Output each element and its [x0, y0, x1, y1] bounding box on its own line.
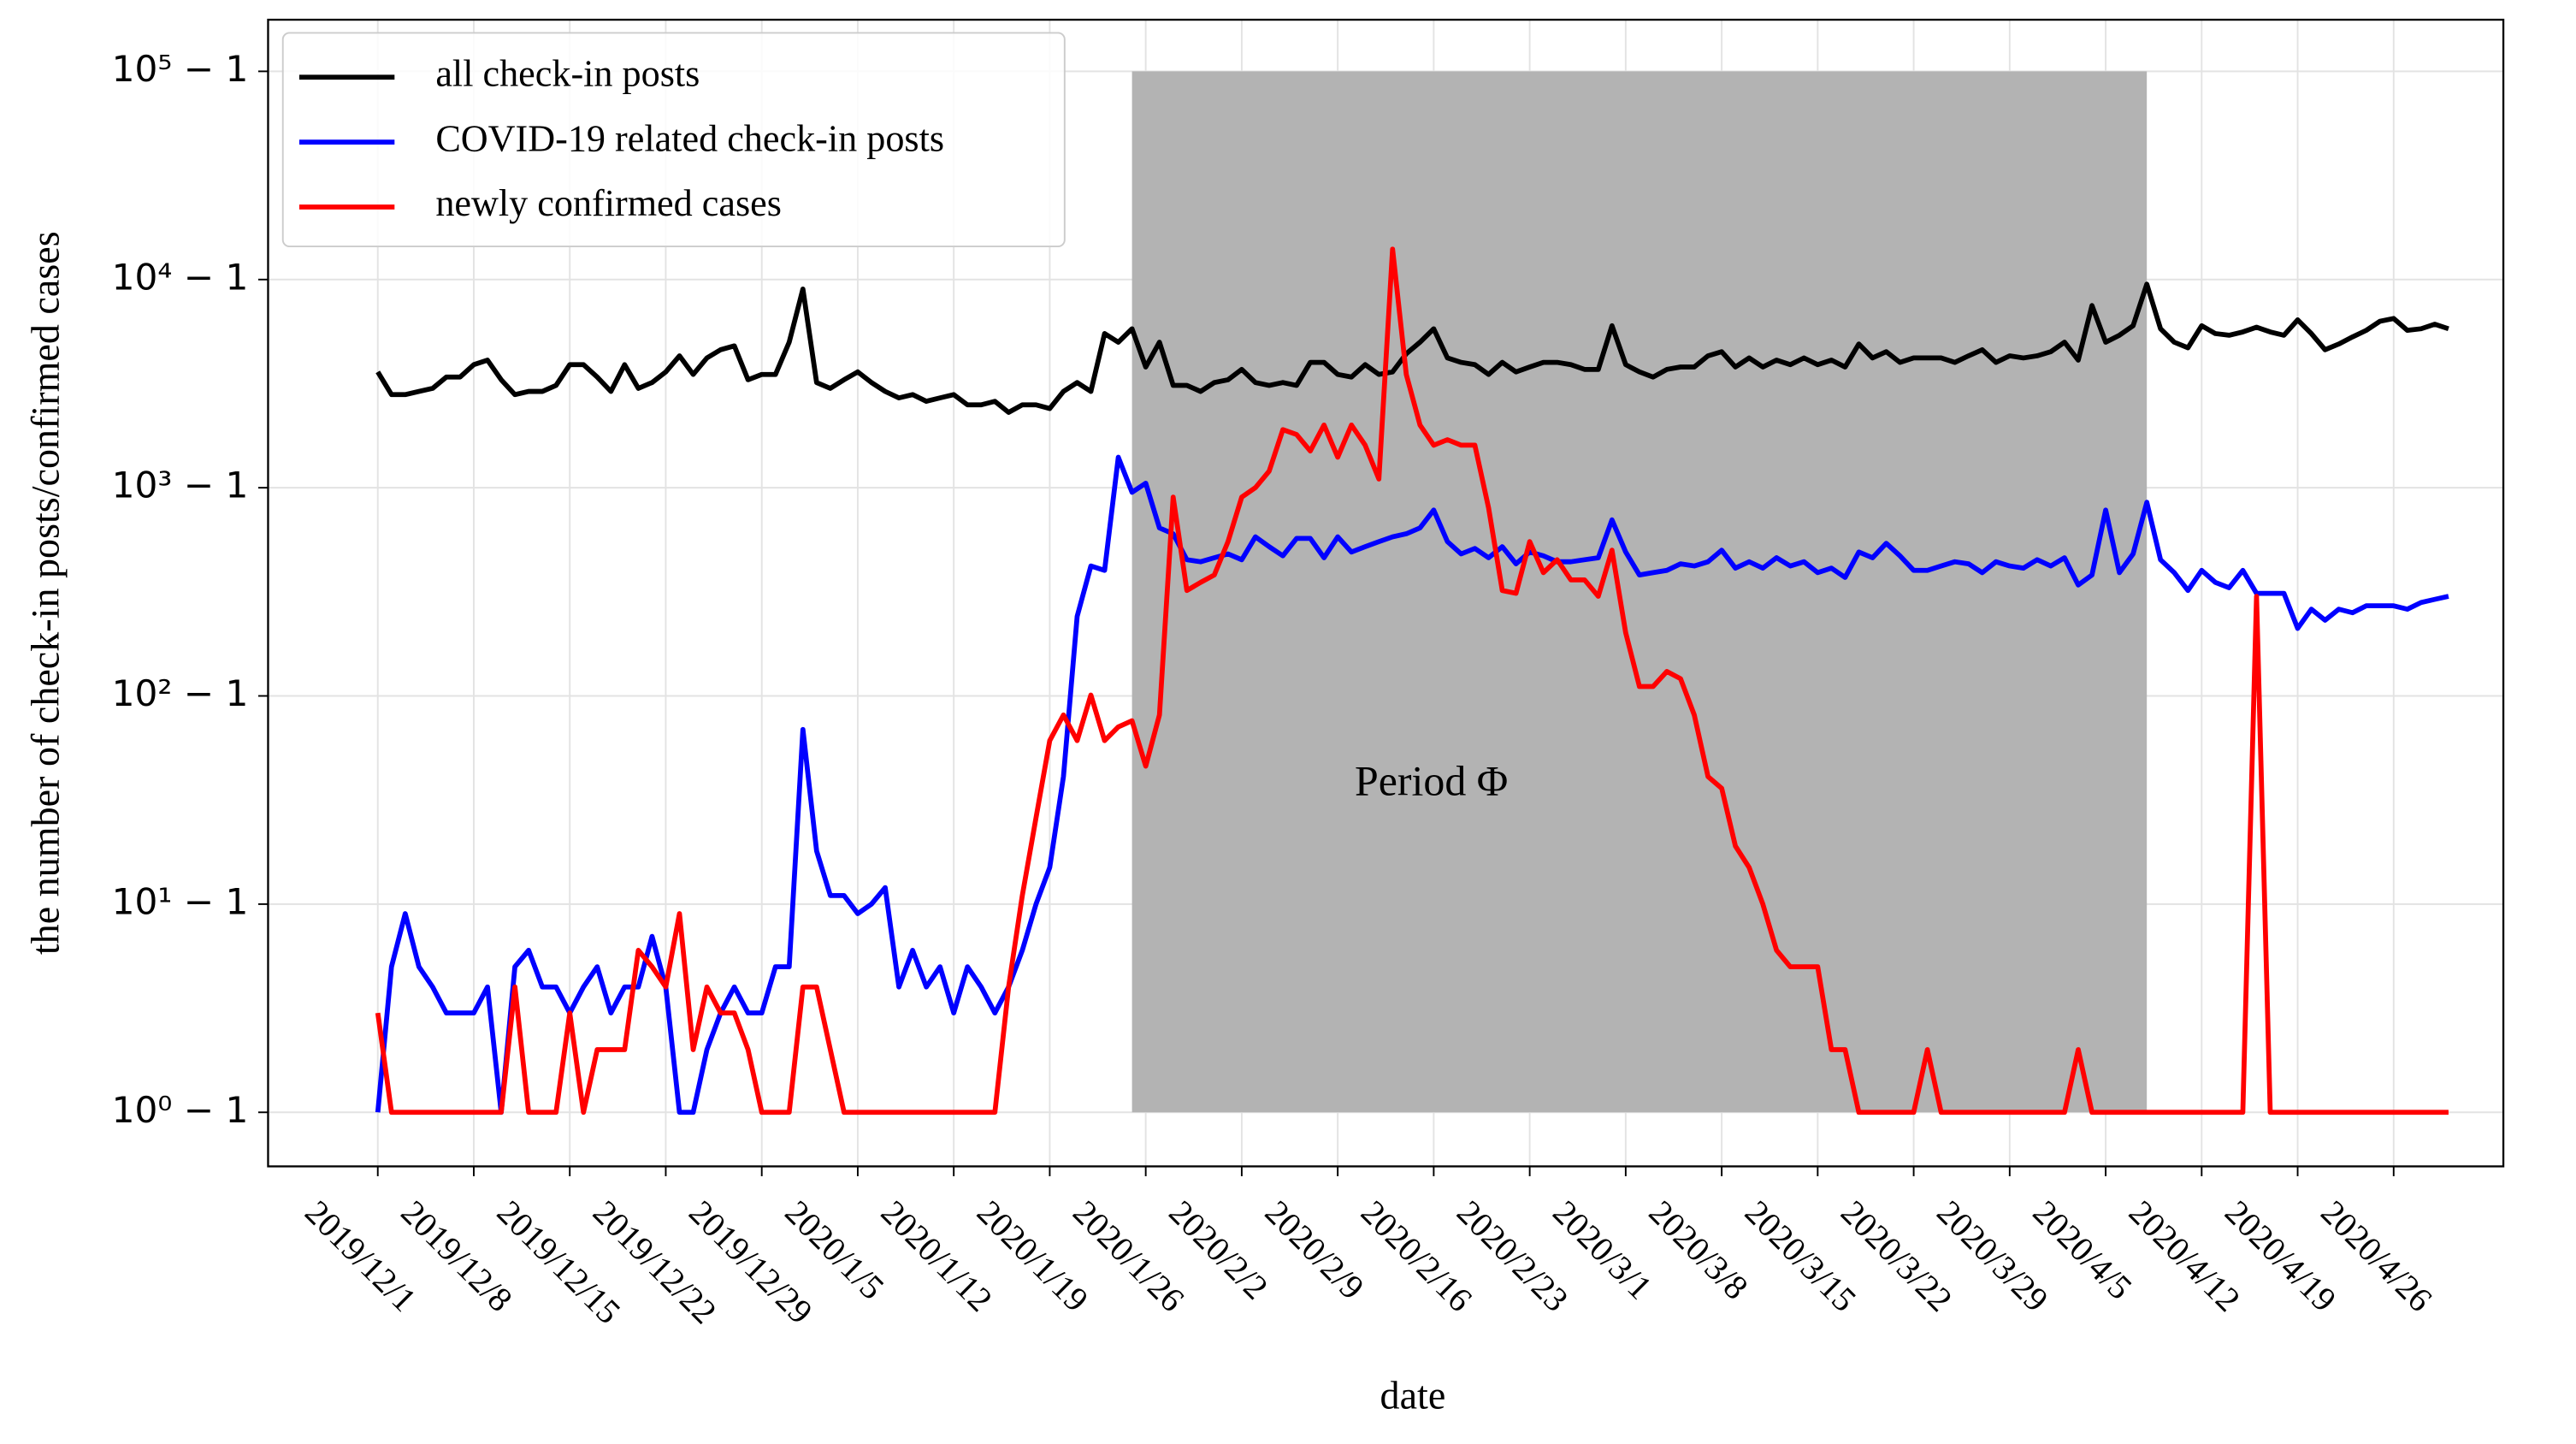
legend-box — [281, 32, 1066, 248]
y-tick-label: 10⁴ − 1 — [112, 256, 249, 298]
legend-label: all check-in posts — [435, 52, 700, 94]
plot-area: Period Φ — [375, 71, 2449, 1116]
y-tick-label: 10⁰ − 1 — [112, 1089, 249, 1131]
y-axis-label: the number of check-in posts/confirmed c… — [24, 231, 68, 955]
y-tick-label: 10² − 1 — [112, 672, 249, 714]
axes-frame — [267, 18, 2505, 1168]
y-tick-label: 10³ − 1 — [112, 465, 249, 506]
x-axis-label: date — [1380, 1374, 1446, 1417]
shaded-region — [1131, 71, 2148, 1113]
y-tick-label: 10⁵ − 1 — [112, 48, 249, 90]
legend-label: newly confirmed cases — [435, 182, 782, 224]
legend-label: COVID-19 related check-in posts — [435, 117, 944, 159]
series-line — [375, 281, 2449, 415]
y-tick-label: 10¹ − 1 — [112, 880, 249, 922]
legend: all check-in posts COVID-19 related check… — [281, 32, 1066, 248]
series-line — [375, 454, 2449, 1116]
series-line — [375, 246, 2449, 1116]
region-label: Period Φ — [1355, 757, 1508, 804]
